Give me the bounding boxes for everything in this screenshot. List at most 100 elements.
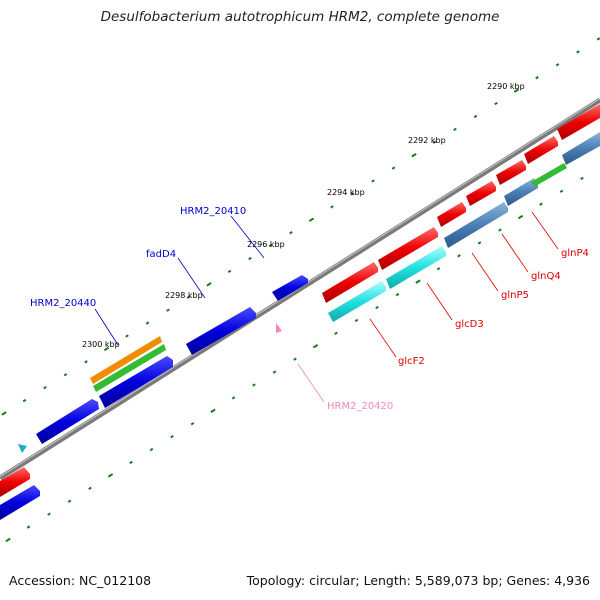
scale-tick <box>268 243 273 248</box>
label-leaders <box>94 211 559 403</box>
cds-upper-small[interactable] <box>272 275 308 301</box>
gene-label-hrm2-20410[interactable]: HRM2_20410 <box>180 206 246 217</box>
cds-hrm2-20420[interactable] <box>276 323 282 333</box>
scale-tick <box>88 486 92 490</box>
scale-label: 2292 kbp <box>408 136 446 145</box>
cds-hrm2-20410[interactable] <box>186 307 256 355</box>
genome-summary-text: Topology: circular; Length: 5,589,073 bp… <box>246 573 590 588</box>
scale-tick <box>43 386 47 390</box>
scale-tick <box>84 360 88 364</box>
gene-label-glcF2[interactable]: glcF2 <box>398 356 425 367</box>
scale-tick <box>67 499 72 503</box>
genome-backbone <box>0 97 600 481</box>
cds-red-upper-1[interactable] <box>322 262 378 303</box>
cds-red-upper-3[interactable] <box>437 202 466 227</box>
cds-green-feature[interactable] <box>93 344 166 392</box>
scale-tick <box>371 179 375 183</box>
cds-red-upper-6[interactable] <box>524 136 558 164</box>
cds-glnP5[interactable] <box>444 202 508 248</box>
scale-tick <box>26 525 31 529</box>
cds-red-upper-4[interactable] <box>466 181 496 206</box>
gene-label-glnQ4[interactable]: glnQ4 <box>531 271 561 282</box>
gene-label-hrm2-20420[interactable]: HRM2_20420 <box>327 401 393 412</box>
scale-tick <box>415 279 421 284</box>
cds-glnQ4-green[interactable] <box>531 163 567 187</box>
cds-glnP4[interactable] <box>562 132 600 165</box>
gene-label-glnP4[interactable]: glnP4 <box>561 248 589 259</box>
lower-tick-track <box>5 176 584 543</box>
scale-tick <box>5 537 11 543</box>
scale-tick <box>272 370 277 374</box>
cds-fadD4-forward[interactable] <box>99 356 173 408</box>
scale-label: 2298 kbp <box>165 291 203 300</box>
scale-labels: 2290 kbp 2292 kbp 2294 kbp 2296 kbp 2298… <box>82 82 525 349</box>
scale-label: 2300 kbp <box>82 340 120 349</box>
cds-red-upper-5[interactable] <box>496 160 526 185</box>
scale-tick <box>170 434 174 439</box>
scale-tick <box>149 447 154 452</box>
scale-tick <box>145 321 150 325</box>
scale-tick <box>330 205 334 209</box>
scale-tick <box>289 231 293 235</box>
scale-tick <box>354 318 359 323</box>
gene-label-hrm2-20440[interactable]: HRM2_20440 <box>30 298 96 309</box>
cds-blue-lower-left[interactable] <box>0 485 40 520</box>
scale-tick <box>125 334 129 338</box>
gene-label-glnP5[interactable]: glnP5 <box>501 290 529 301</box>
scale-tick <box>539 202 543 206</box>
scale-tick <box>580 176 584 180</box>
scale-label: 2290 kbp <box>487 82 525 91</box>
scale-tick <box>559 189 564 193</box>
upper-tick-track <box>1 37 600 416</box>
scale-tick <box>517 214 524 220</box>
scale-tick <box>477 241 482 245</box>
scale-tick <box>350 192 355 196</box>
scale-tick <box>107 473 114 478</box>
scale-tick <box>308 217 315 222</box>
cds-hrm2-20440[interactable] <box>36 399 99 444</box>
scale-tick <box>186 295 191 299</box>
scale-tick <box>596 37 600 41</box>
forward-strand-features <box>36 104 600 444</box>
cds-glcF2[interactable] <box>328 281 386 322</box>
scale-tick <box>436 267 441 271</box>
scale-tick <box>47 512 51 516</box>
scale-tick <box>375 305 379 310</box>
gene-labels: HRM2_20410 fadD4 HRM2_20440 glnP4 glnQ4 … <box>30 206 589 412</box>
cds-glcD3[interactable] <box>386 246 446 289</box>
scale-tick <box>395 292 400 297</box>
gene-label-glcD3[interactable]: glcD3 <box>455 319 484 330</box>
scale-tick <box>498 228 502 232</box>
scale-tick <box>432 140 437 144</box>
cds-cyan-small-left[interactable] <box>18 444 27 453</box>
scale-tick <box>391 166 396 170</box>
scale-tick <box>312 344 319 349</box>
scale-tick <box>473 114 478 119</box>
scale-tick <box>231 396 236 400</box>
scale-label: 2294 kbp <box>327 188 365 197</box>
accession-text: Accession: NC_012108 <box>9 573 152 588</box>
scale-tick <box>22 398 27 403</box>
scale-tick <box>453 127 457 131</box>
cds-glnQ4[interactable] <box>504 178 538 206</box>
scale-tick <box>576 50 580 54</box>
scale-tick <box>227 269 232 274</box>
scale-tick <box>494 101 498 106</box>
gene-label-fadD4[interactable]: fadD4 <box>146 249 176 260</box>
cds-red-lower-left[interactable] <box>0 467 30 497</box>
scale-tick <box>252 383 256 387</box>
cds-orange-feature[interactable] <box>90 336 162 384</box>
scale-tick <box>103 346 110 352</box>
scale-tick <box>206 282 212 287</box>
cds-red-upper-7[interactable] <box>557 104 600 140</box>
scale-tick <box>457 254 461 258</box>
cds-red-upper-2[interactable] <box>378 227 438 270</box>
scale-tick <box>166 308 170 312</box>
scale-tick <box>190 422 195 426</box>
scale-tick <box>210 408 216 413</box>
scale-tick <box>293 357 297 361</box>
scale-tick <box>513 88 520 93</box>
scale-tick <box>411 153 417 158</box>
map-title: Desulfobacterium autotrophicum HRM2, com… <box>100 9 500 25</box>
